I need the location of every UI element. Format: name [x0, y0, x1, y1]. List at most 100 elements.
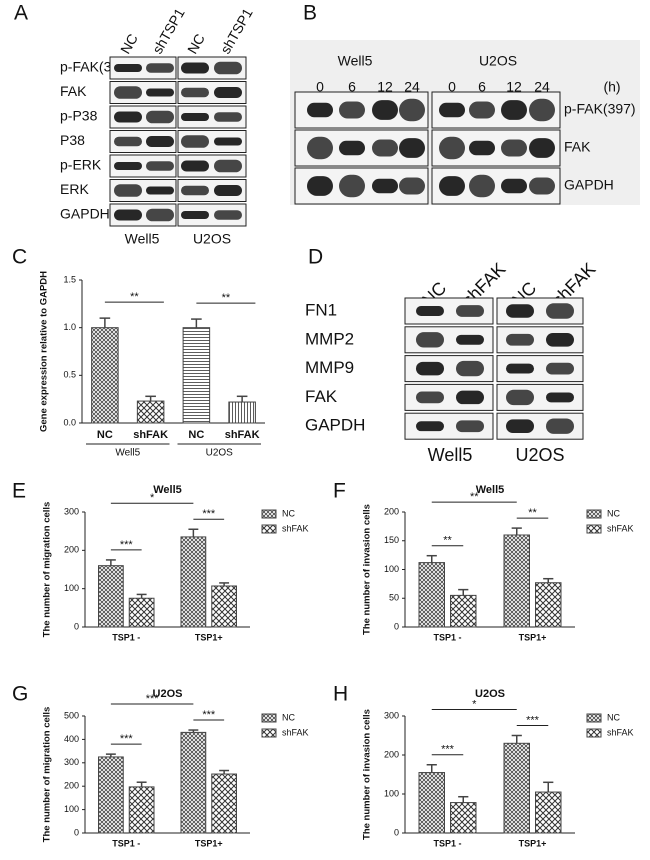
- blot-band: [181, 185, 209, 196]
- y-tick-label: 150: [384, 535, 399, 545]
- chart-title: Well5: [476, 484, 505, 496]
- y-tick-label: 500: [64, 710, 79, 720]
- blot-band: [372, 139, 398, 157]
- panel-letter: A: [14, 2, 28, 25]
- blot-band: [146, 135, 174, 148]
- blot-band: [114, 161, 142, 171]
- blot-row-label: p-ERK: [60, 157, 102, 173]
- y-tick-label: 100: [64, 583, 79, 593]
- panel-letter: D: [308, 246, 323, 269]
- blot-band: [439, 176, 465, 196]
- blot-band: [181, 62, 209, 74]
- bar: [128, 786, 155, 834]
- blot-column-label: 6: [478, 79, 486, 95]
- blot-band: [546, 362, 574, 375]
- y-tick-label: 300: [384, 710, 399, 720]
- blot-group-label: Well5: [125, 231, 160, 247]
- significance-label: **: [222, 292, 231, 304]
- y-tick-label: 0: [74, 621, 79, 631]
- panel-letter: H: [333, 683, 348, 706]
- blot-band: [439, 102, 465, 118]
- blot-row-label: GAPDH: [305, 416, 365, 435]
- blot-band: [501, 139, 527, 157]
- x-tick-label: TSP1 -: [433, 838, 461, 848]
- significance-label: ***: [146, 693, 160, 705]
- x-tick-label: TSP1 -: [112, 838, 140, 848]
- blot-band: [456, 420, 484, 433]
- blot-row-label: FAK: [60, 83, 87, 99]
- blot-band: [146, 63, 174, 73]
- blot-band: [501, 178, 527, 194]
- blot-band: [214, 61, 242, 75]
- blot-band: [501, 100, 527, 120]
- blot-band: [339, 140, 365, 156]
- blot-row-label: p-P38: [60, 108, 98, 124]
- blot-band: [439, 136, 465, 160]
- blot-band: [546, 303, 574, 319]
- bar: [180, 731, 207, 834]
- blot-band: [214, 137, 242, 146]
- blot-band: [181, 87, 209, 98]
- y-tick-label: 300: [64, 757, 79, 767]
- bar: [91, 327, 119, 424]
- bar: [211, 773, 237, 834]
- blot-band: [529, 177, 555, 195]
- y-tick-label: 0.5: [63, 370, 76, 380]
- y-axis-label: The number of invasion cells: [362, 709, 373, 840]
- x-tick-label: TSP1+: [519, 838, 547, 848]
- blot-column-label: 12: [377, 79, 393, 95]
- y-axis-label: Gene expression relative to GAPDH: [39, 271, 50, 432]
- blot-column-label: 24: [534, 79, 550, 95]
- bar: [98, 756, 124, 834]
- blot-band: [399, 177, 425, 195]
- blot-band: [372, 178, 398, 194]
- blot-band: [469, 140, 495, 156]
- blot-band: [506, 333, 534, 346]
- blot-band: [529, 98, 555, 122]
- blot-band: [416, 306, 444, 316]
- blot-column-label: shTSP1: [217, 5, 256, 56]
- blot-band: [399, 138, 425, 158]
- blot-group-label: U2OS: [479, 53, 517, 69]
- blot-group-label: U2OS: [193, 231, 231, 247]
- blot-band: [416, 421, 444, 432]
- bar: [535, 582, 562, 628]
- bar: [418, 562, 445, 628]
- blot-band: [506, 304, 534, 318]
- panel-letter: F: [333, 480, 346, 503]
- y-tick-label: 200: [64, 781, 79, 791]
- legend-swatch: [261, 728, 277, 738]
- y-tick-label: 200: [384, 506, 399, 516]
- y-axis-label: The number of invasion cells: [362, 504, 373, 635]
- blot-column-label: 0: [448, 79, 456, 95]
- significance-label: **: [470, 491, 479, 503]
- blot-band: [146, 161, 174, 171]
- bar: [535, 791, 562, 834]
- chart-title: U2OS: [475, 688, 505, 700]
- bar: [182, 327, 211, 424]
- blot-band: [114, 86, 142, 99]
- legend-swatch: [261, 524, 277, 534]
- x-tick-label: NC: [188, 429, 204, 441]
- legend-label: shFAK: [607, 523, 634, 533]
- y-tick-label: 1.5: [63, 274, 76, 284]
- blot-band: [307, 176, 333, 196]
- significance-label: ***: [202, 508, 216, 520]
- blot-row-label: GAPDH: [564, 177, 614, 193]
- bar: [503, 534, 530, 628]
- significance-label: ***: [120, 539, 134, 551]
- chart-title: U2OS: [153, 688, 183, 700]
- x-tick-label: shFAK: [133, 429, 168, 441]
- blot-group-label: Well5: [428, 445, 473, 465]
- blot-group-label: Well5: [338, 53, 373, 69]
- legend-swatch: [586, 509, 602, 519]
- y-tick-label: 300: [64, 506, 79, 516]
- y-axis-label: The number of migration cells: [42, 707, 53, 843]
- y-tick-label: 100: [384, 564, 399, 574]
- blot-column-label: 12: [506, 79, 522, 95]
- x-tick-label: TSP1+: [519, 632, 547, 642]
- blot-column-label: NC: [117, 31, 141, 57]
- blot-band: [214, 210, 242, 220]
